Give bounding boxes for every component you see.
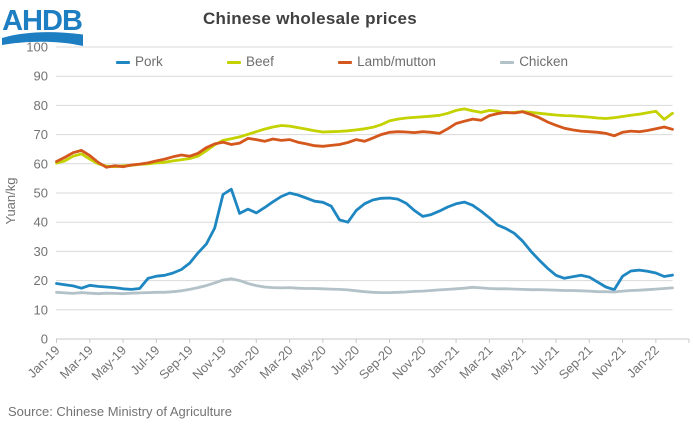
x-tick-label: Jan-21 (424, 343, 462, 381)
y-tick-label: 60 (34, 156, 48, 171)
legend-swatch (116, 60, 130, 64)
legend-item-lamb-mutton: Lamb/mutton (338, 55, 436, 69)
x-tick-label: Sep-20 (356, 343, 396, 383)
legend-item-pork: Pork (116, 55, 163, 69)
y-tick-label: 90 (34, 69, 48, 84)
ahdb-logo-wave (2, 32, 83, 46)
x-tick-label: Nov-21 (589, 343, 629, 383)
y-axis-title: Yuan/kg (3, 178, 18, 225)
ahdb-logo: AHDB (2, 5, 83, 46)
beef-line (55, 107, 674, 169)
y-tick-label: 10 (34, 302, 48, 317)
legend-swatch (338, 60, 353, 64)
x-tick-label: Sep-19 (156, 343, 196, 383)
y-tick-label: 80 (34, 98, 48, 113)
x-tick-label: Jan-22 (624, 343, 662, 381)
source-note: Source: Chinese Ministry of Agriculture (8, 404, 232, 419)
y-tick-label: 30 (34, 244, 48, 259)
y-tick-label: 0 (41, 332, 48, 347)
x-tick-label: Mar-19 (57, 343, 96, 382)
y-tick-label: 70 (34, 127, 48, 142)
legend-item-beef: Beef (227, 55, 274, 69)
x-tick-label: Jan-19 (24, 343, 62, 381)
legend-label: Beef (246, 54, 274, 70)
legend-swatch (227, 60, 242, 64)
chicken-line (55, 277, 674, 296)
pork-line (55, 187, 674, 292)
x-tick-label: Sep-21 (556, 343, 596, 383)
legend-label: Lamb/mutton (357, 54, 436, 70)
legend-label: Pork (135, 54, 163, 70)
legend-label: Chicken (519, 54, 568, 70)
x-tick-label: Nov-20 (389, 343, 429, 383)
x-tick-label: May-19 (88, 343, 129, 384)
y-tick-label: 20 (34, 273, 48, 288)
y-tick-label: 50 (34, 186, 48, 201)
x-tick-label: Mar-20 (256, 343, 295, 382)
legend-swatch (500, 60, 515, 64)
y-tick-label: 100 (26, 40, 48, 55)
lamb-mutton-line (55, 110, 674, 169)
x-tick-label: May-21 (488, 343, 529, 384)
y-tick-label: 40 (34, 215, 48, 230)
chart-title: Chinese wholesale prices (202, 9, 418, 28)
x-tick-label: Jan-20 (224, 343, 262, 381)
chart-legend: Pork Beef Lamb/mutton Chicken (116, 53, 568, 71)
x-tick-label: May-20 (288, 343, 329, 384)
x-tick-label: Nov-19 (189, 343, 229, 383)
legend-item-chicken: Chicken (500, 55, 568, 69)
ahdb-logo-text: AHDB (2, 5, 82, 37)
x-tick-label: Mar-21 (456, 343, 495, 382)
